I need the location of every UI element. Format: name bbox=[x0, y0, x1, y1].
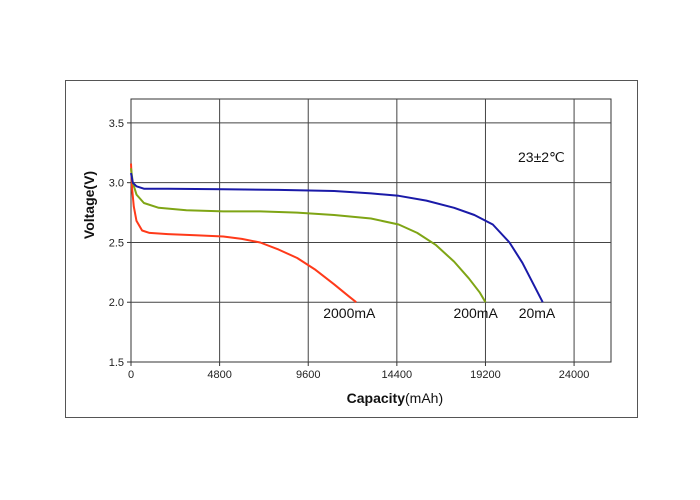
series-line-20ma bbox=[130, 172, 544, 303]
plot-area bbox=[130, 98, 612, 363]
y-axis-label: Voltage(V) bbox=[81, 171, 97, 239]
series-label-200ma: 200mA bbox=[453, 305, 498, 321]
x-tick-label: 4800 bbox=[207, 369, 231, 381]
tick-labels: 0 4800 9600 14400 19200 24000 1.5 2.0 2.5 3.0 3.5 bbox=[109, 118, 590, 381]
series-line-200ma bbox=[130, 168, 487, 303]
chart-frame bbox=[65, 80, 638, 418]
x-tick-label: 14400 bbox=[382, 369, 413, 381]
y-tick-label: 2.5 bbox=[109, 237, 124, 249]
y-tick-label: 2.0 bbox=[109, 297, 124, 309]
y-tick-label: 3.0 bbox=[109, 178, 124, 190]
y-tick-label: 3.5 bbox=[109, 118, 124, 130]
x-tick-label: 19200 bbox=[470, 369, 501, 381]
x-tick-label: 0 bbox=[128, 369, 134, 381]
series-label-2000ma: 2000mA bbox=[323, 305, 376, 321]
series-labels: 2000mA 200mA 20mA bbox=[323, 305, 556, 321]
temperature-annotation: 23±2℃ bbox=[518, 149, 565, 165]
y-tick-label: 1.5 bbox=[109, 357, 124, 369]
x-axis-unit: (mAh) bbox=[405, 390, 443, 406]
grid-lines bbox=[127, 99, 611, 366]
x-axis-label-name: Capacity bbox=[347, 390, 406, 406]
series-lines bbox=[130, 163, 544, 303]
series-label-20ma: 20mA bbox=[519, 305, 556, 321]
x-tick-label: 9600 bbox=[296, 369, 320, 381]
x-axis-label: Capacity bbox=[347, 390, 406, 406]
x-tick-label: 24000 bbox=[559, 369, 590, 381]
series-line-2000ma bbox=[130, 163, 357, 303]
